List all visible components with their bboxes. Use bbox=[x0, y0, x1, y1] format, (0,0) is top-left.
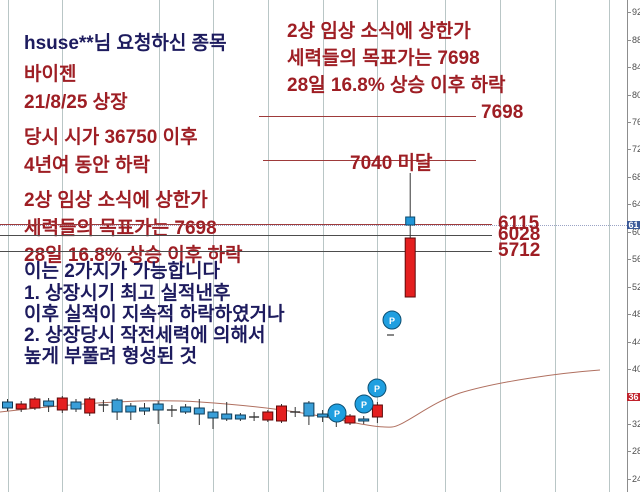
svg-text:P: P bbox=[374, 384, 380, 394]
svg-text:P: P bbox=[389, 316, 395, 326]
svg-text:P: P bbox=[361, 400, 367, 410]
svg-text:P: P bbox=[334, 409, 340, 419]
